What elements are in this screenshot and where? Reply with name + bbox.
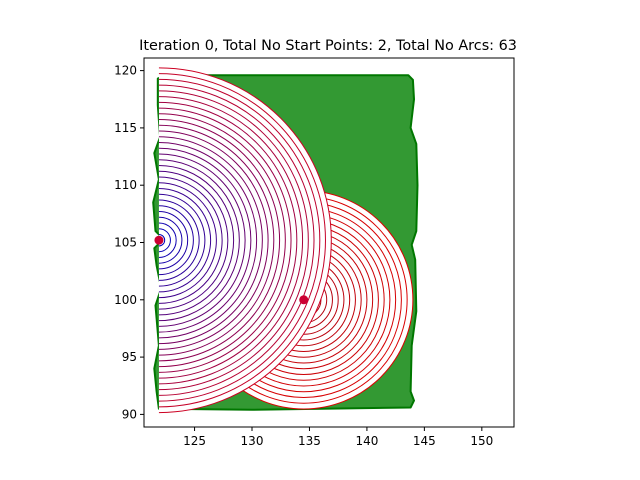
arc [158,170,229,310]
arc [158,165,235,316]
x-tick-label: 140 [355,434,378,448]
y-tick-label: 120 [114,64,137,78]
arc [158,188,212,293]
arc [158,67,332,414]
x-tick-label: 130 [241,434,264,448]
x-tick-label: 145 [413,434,436,448]
arc [158,142,258,339]
arc [158,90,309,391]
arc [158,136,263,345]
arc [158,159,240,322]
arc [158,147,252,333]
arc [158,182,217,299]
arc [158,119,281,362]
x-axis-ticks: 125 130 135 140 145 150 [183,427,493,448]
arc [158,84,315,396]
y-tick-label: 95 [122,350,137,364]
arc [158,73,326,408]
y-tick-label: 115 [114,121,137,135]
x-tick-label: 125 [183,434,206,448]
y-tick-label: 90 [122,407,137,421]
arc [158,193,206,287]
arc [158,96,303,385]
y-tick-label: 110 [114,178,137,192]
arc [158,210,189,270]
arc [158,124,275,356]
plot-area [152,67,419,414]
arc [158,153,246,327]
arc [158,228,171,253]
start-point [299,295,309,305]
points-layer [154,235,309,305]
chart-title: Iteration 0, Total No Start Points: 2, T… [139,38,517,54]
arcs-layer [158,67,414,414]
x-tick-label: 150 [470,434,493,448]
arc [158,107,292,373]
arc [158,216,183,264]
arc [158,176,223,304]
arc [158,205,194,276]
y-axis-ticks: 90 95 100 105 110 115 120 [114,64,144,421]
arc [158,199,200,281]
arc [158,130,269,350]
y-tick-label: 100 [114,293,137,307]
arc [158,113,286,368]
y-tick-label: 105 [114,236,137,250]
arc [158,101,298,379]
arc [158,233,166,247]
arc [158,222,177,258]
start-point [154,235,164,245]
arc [158,78,321,402]
x-tick-label: 135 [298,434,321,448]
